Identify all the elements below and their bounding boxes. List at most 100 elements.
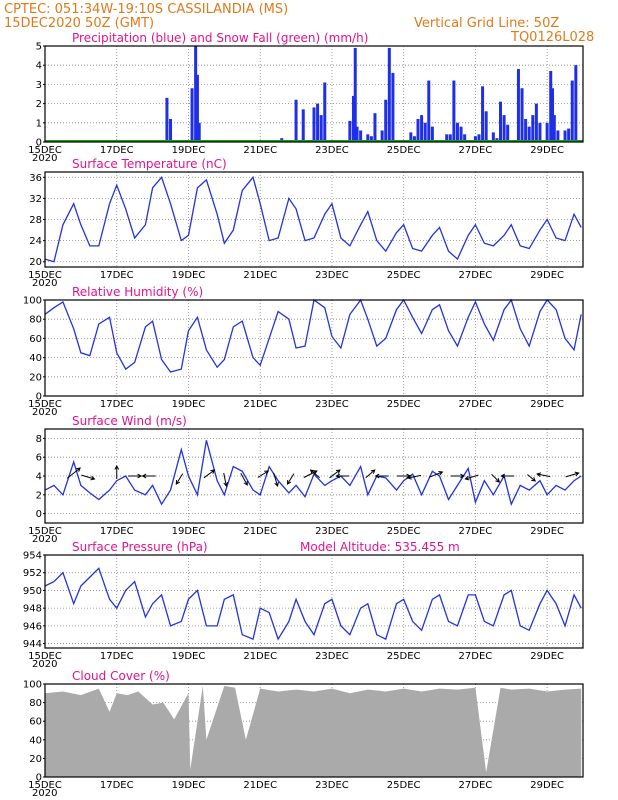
precip-bar: [567, 128, 571, 142]
panel-0: 0 1 2 3 4 5 15DEC 17DEC 19DEC 21DEC 23DEC 25DEC 27DE…: [28, 31, 584, 164]
y-tick-label: 60: [29, 717, 42, 728]
panel-title: Relative Humidity (%): [72, 285, 203, 299]
precip-bar: [387, 47, 391, 142]
y-tick-label: 952: [23, 568, 42, 579]
y-tick-label: 0: [36, 773, 42, 784]
year-label: 2020: [32, 407, 57, 418]
precip-bar: [355, 126, 359, 142]
precip-bar: [538, 122, 542, 142]
y-tick-label: 4: [36, 472, 42, 483]
y-tick-label: 8: [36, 434, 42, 445]
x-tick-label: 29DEC: [530, 651, 564, 662]
y-tick-label: 32: [29, 194, 42, 205]
model-id: TQ0126L028: [510, 30, 594, 45]
model-altitude-note: Model Altitude: 535.455 m: [300, 540, 460, 554]
precip-bar: [524, 118, 528, 142]
precip-bar: [491, 132, 495, 142]
x-tick-label: 19DEC: [172, 651, 206, 662]
y-tick-label: 80: [29, 315, 42, 326]
x-tick-label: 25DEC: [387, 399, 421, 410]
x-tick-label: 25DEC: [387, 526, 421, 537]
wind-vector: [407, 474, 422, 479]
y-tick-label: 954: [23, 551, 42, 562]
wind-vector-head: [274, 481, 279, 487]
precip-bar: [527, 126, 531, 142]
precip-bar: [455, 122, 459, 142]
year-label: 2020: [32, 788, 57, 799]
precip-bar: [481, 86, 485, 142]
wind-vector-head: [175, 479, 181, 485]
wind-vector: [287, 473, 295, 485]
x-tick-label: 15DEC: [28, 651, 62, 662]
wind-vector: [527, 474, 536, 482]
x-tick-label: 17DEC: [100, 780, 134, 791]
panel-1: 20 24 28 32 36 15DEC 17DEC 19DEC 21DEC 23DEC 25DEC…: [28, 157, 584, 289]
x-tick-label: 15DEC: [28, 145, 62, 156]
precip-bar: [534, 103, 538, 142]
station-header: CPTEC: 051:34W-19:10S CASSILANDIA (MS): [4, 2, 288, 17]
wind-vector: [429, 471, 443, 478]
wind-vector-head: [370, 469, 376, 474]
series-line-3: [44, 440, 582, 507]
wind-vector-head: [114, 464, 120, 470]
wind-vector: [491, 473, 500, 483]
wind-vector: [565, 472, 579, 478]
wind-vector-head: [243, 480, 248, 486]
x-tick-label: 25DEC: [387, 270, 421, 281]
precip-bar: [319, 115, 323, 142]
x-tick-label: 21DEC: [243, 399, 277, 410]
panel-frame: [44, 554, 584, 649]
precip-bar: [353, 47, 357, 142]
precip-bar: [301, 109, 305, 142]
x-tick-label: 23DEC: [315, 399, 349, 410]
x-tick-label: 27DEC: [459, 145, 493, 156]
wind-vector-head: [406, 475, 412, 480]
precip-bar: [195, 74, 199, 142]
wind-vector: [465, 474, 479, 480]
x-tick-label: 29DEC: [530, 145, 564, 156]
y-tick-label: 2: [36, 490, 42, 501]
precip-bar: [359, 130, 363, 142]
x-tick-label: 21DEC: [243, 270, 277, 281]
wind-vector-head: [495, 478, 501, 483]
y-tick-label: 0: [36, 509, 42, 520]
y-tick-label: 40: [29, 735, 42, 746]
wind-vector-head: [374, 473, 380, 479]
x-tick-label: 17DEC: [100, 270, 134, 281]
panel-title: Precipitation (blue) and Snow Fall (gree…: [72, 31, 368, 45]
x-tick-label: 23DEC: [315, 145, 349, 156]
x-tick-label: 23DEC: [315, 780, 349, 791]
wind-vector-head: [309, 469, 315, 474]
precip-bar: [445, 134, 449, 142]
precip-bar: [391, 72, 395, 142]
precip-bar: [197, 122, 201, 142]
y-tick-label: 950: [23, 586, 42, 597]
panel-frame: [44, 299, 584, 397]
y-tick-label: 3: [36, 80, 42, 91]
cloud-cover-area: [45, 685, 582, 777]
x-tick-label: 25DEC: [387, 651, 421, 662]
panel-title: Surface Temperature (nC): [72, 157, 227, 171]
wind-vector: [310, 469, 321, 479]
run-time-header: 15DEC2020 50Z (GMT): [4, 16, 154, 31]
wind-vector: [537, 473, 551, 478]
wind-vector: [223, 472, 227, 487]
y-tick-label: 60: [29, 334, 42, 345]
wind-vector: [257, 470, 269, 478]
wind-vector-head: [536, 472, 542, 477]
wind-vector-head: [137, 473, 143, 479]
panel-title: Cloud Cover (%): [72, 669, 170, 683]
x-tick-label: 17DEC: [100, 526, 134, 537]
wind-vector-head: [335, 473, 341, 479]
precip-bar: [506, 124, 510, 142]
precip-bar: [463, 134, 467, 142]
x-tick-label: 23DEC: [315, 526, 349, 537]
precip-bar: [574, 65, 578, 142]
precip-bar: [348, 120, 352, 142]
x-tick-label: 17DEC: [100, 145, 134, 156]
x-tick-label: 25DEC: [387, 145, 421, 156]
precip-bar: [520, 88, 524, 142]
wind-vector: [81, 474, 95, 480]
precip-bar: [531, 115, 535, 142]
y-tick-label: 948: [23, 604, 42, 615]
